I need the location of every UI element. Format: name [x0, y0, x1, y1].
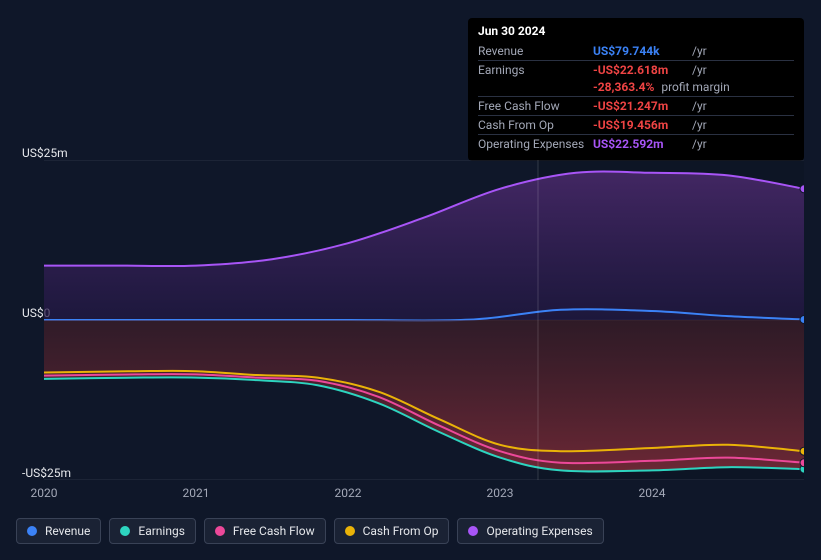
tooltip-row-label: Revenue	[478, 44, 593, 58]
tooltip-row-label: Operating Expenses	[478, 137, 593, 151]
tooltip-row-suffix: /yr	[692, 99, 707, 113]
series-area-operating_expenses	[44, 172, 804, 320]
tooltip-row: Earnings-US$22.618m/yr	[478, 60, 794, 79]
series-end-dot-revenue	[800, 315, 804, 323]
tooltip-row-suffix: /yr	[692, 44, 707, 58]
tooltip-row: Cash From Op-US$19.456m/yr	[478, 115, 794, 134]
series-end-dot-operating_expenses	[800, 185, 804, 193]
y-axis-label: US$25m	[22, 146, 68, 160]
tooltip-row-value: US$79.744k	[593, 44, 688, 58]
legend-item-free_cash_flow[interactable]: Free Cash Flow	[204, 518, 326, 544]
legend-swatch-icon	[215, 526, 225, 536]
series-end-dot-free_cash_flow	[800, 459, 804, 467]
legend-item-revenue[interactable]: Revenue	[16, 518, 101, 544]
x-axis-label: 2024	[639, 486, 666, 500]
legend-item-label: Operating Expenses	[486, 524, 592, 538]
tooltip-row-value: -US$22.618m	[593, 63, 688, 77]
x-axis-label: 2020	[31, 486, 58, 500]
legend-item-label: Free Cash Flow	[233, 524, 315, 538]
chart-legend: Revenue Earnings Free Cash Flow Cash From O…	[16, 518, 604, 544]
legend-swatch-icon	[27, 526, 37, 536]
tooltip-sub-value: -28,363.4%	[593, 80, 654, 94]
financials-area-chart[interactable]	[44, 160, 804, 480]
x-axis-label: 2021	[183, 486, 210, 500]
tooltip-row: Free Cash Flow-US$21.247m/yr	[478, 96, 794, 115]
chart-container: Jun 30 2024 RevenueUS$79.744k/yrEarnings…	[0, 0, 821, 560]
x-axis-label: 2022	[335, 486, 362, 500]
tooltip-row: RevenueUS$79.744k/yr	[478, 42, 794, 60]
tooltip-row-value: -US$21.247m	[593, 99, 688, 113]
legend-item-label: Revenue	[45, 524, 90, 538]
tooltip-sub-suffix: profit margin	[661, 80, 729, 94]
tooltip-row-value: US$22.592m	[593, 137, 688, 151]
tooltip-row: Operating ExpensesUS$22.592m/yr	[478, 134, 794, 153]
legend-swatch-icon	[468, 526, 478, 536]
legend-item-label: Cash From Op	[363, 524, 439, 538]
chart-tooltip: Jun 30 2024 RevenueUS$79.744k/yrEarnings…	[468, 18, 804, 161]
legend-item-cash_from_op[interactable]: Cash From Op	[334, 518, 450, 544]
legend-swatch-icon	[120, 526, 130, 536]
series-area-earnings	[44, 320, 804, 471]
tooltip-row-label: Earnings	[478, 63, 593, 77]
tooltip-row-suffix: /yr	[692, 137, 707, 151]
tooltip-row-suffix: /yr	[692, 118, 707, 132]
tooltip-row-label: Free Cash Flow	[478, 99, 593, 113]
legend-item-operating_expenses[interactable]: Operating Expenses	[457, 518, 603, 544]
tooltip-row-suffix: /yr	[692, 63, 707, 77]
legend-swatch-icon	[345, 526, 355, 536]
tooltip-title: Jun 30 2024	[478, 24, 794, 38]
series-end-dot-cash_from_op	[800, 447, 804, 455]
tooltip-row-sub: -28,363.4% profit margin	[593, 79, 794, 96]
legend-item-earnings[interactable]: Earnings	[109, 518, 196, 544]
legend-item-label: Earnings	[138, 524, 185, 538]
tooltip-row-value: -US$19.456m	[593, 118, 688, 132]
x-axis-label: 2023	[487, 486, 514, 500]
tooltip-row-label: Cash From Op	[478, 118, 593, 132]
